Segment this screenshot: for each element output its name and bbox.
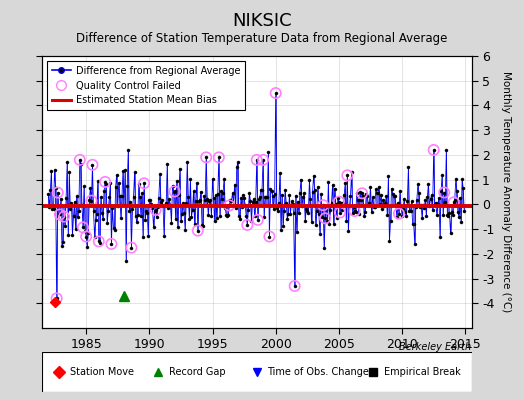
Point: [88, 162, 96, 168]
Legend: Difference from Regional Average, Quality Control Failed, Estimated Station Mean: Difference from Regional Average, Qualit…: [47, 61, 245, 110]
Point: [319, 202, 328, 208]
Point: [290, 283, 299, 289]
Point: [395, 210, 403, 217]
Point: [215, 154, 223, 160]
Point: [75, 157, 84, 163]
Point: [151, 207, 160, 213]
Point: [95, 238, 103, 245]
Point: [321, 215, 330, 222]
Text: Record Gap: Record Gap: [169, 367, 225, 377]
Point: [440, 189, 449, 196]
Point: [336, 209, 344, 216]
Point: [253, 157, 261, 163]
Text: Difference of Station Temperature Data from Regional Average: Difference of Station Temperature Data f…: [77, 32, 447, 45]
Point: [127, 244, 136, 251]
Text: Time of Obs. Change: Time of Obs. Change: [267, 367, 369, 377]
Point: [351, 208, 359, 214]
Point: [140, 180, 148, 186]
Point: [358, 190, 366, 196]
Point: [56, 211, 64, 218]
Point: [52, 295, 61, 302]
Point: [271, 90, 280, 96]
Point: [82, 233, 90, 240]
Point: [225, 202, 234, 209]
Point: [79, 224, 87, 230]
Point: [254, 217, 262, 223]
Point: [193, 227, 202, 234]
Point: [335, 198, 343, 205]
Point: [430, 147, 438, 153]
Text: NIKSIC: NIKSIC: [232, 12, 292, 30]
Point: [343, 172, 352, 178]
Point: [202, 154, 211, 160]
Point: [87, 198, 95, 204]
Point: [60, 213, 68, 220]
FancyBboxPatch shape: [42, 352, 472, 392]
Point: [53, 189, 62, 196]
Text: Empirical Break: Empirical Break: [384, 367, 460, 377]
Point: [170, 188, 179, 195]
Point: [265, 233, 274, 240]
Text: Station Move: Station Move: [70, 367, 134, 377]
Point: [107, 241, 116, 247]
Point: [450, 199, 458, 206]
Point: [259, 157, 267, 163]
Point: [243, 222, 252, 228]
Point: [101, 179, 110, 185]
Text: Berkeley Earth: Berkeley Earth: [399, 342, 472, 352]
Y-axis label: Monthly Temperature Anomaly Difference (°C): Monthly Temperature Anomaly Difference (…: [501, 71, 511, 313]
